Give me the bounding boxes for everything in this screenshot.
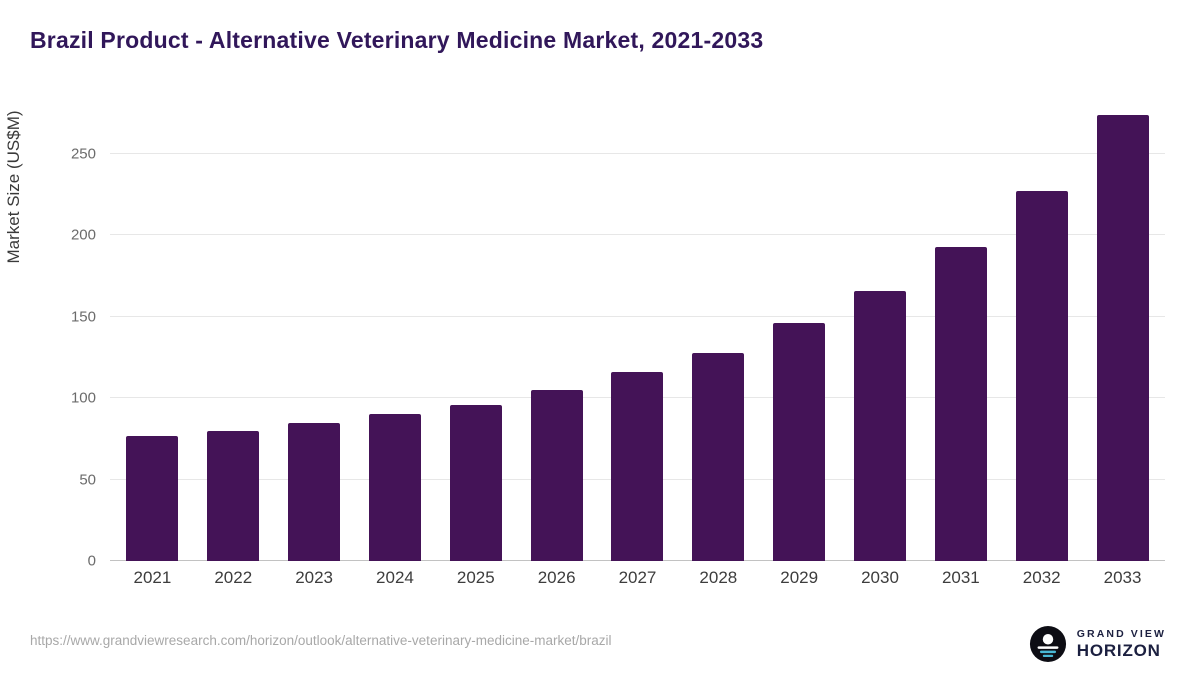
bar-slot: [516, 100, 597, 561]
bar-slot: [597, 100, 678, 561]
x-tick-label-2033: 2033: [1103, 568, 1142, 587]
x-tick-label-2026: 2026: [537, 568, 576, 587]
y-tick-label: 100: [70, 389, 96, 407]
y-tick-label: 0: [87, 552, 96, 570]
bar-2030: [854, 290, 907, 561]
bar-slot: [112, 100, 193, 561]
x-tick-label-2027: 2027: [618, 568, 657, 587]
bar-2023: [288, 422, 341, 561]
bar-slot: [1001, 100, 1082, 561]
x-tick-label-2022: 2022: [214, 568, 253, 587]
logo-text: GRAND VIEW HORIZON: [1077, 628, 1166, 661]
logo-horizon-label: HORIZON: [1076, 640, 1161, 660]
bar-2032: [1015, 191, 1068, 561]
x-tick-label-2030: 2030: [861, 568, 899, 587]
bar-slot: [840, 100, 921, 561]
bar-2033: [1096, 114, 1149, 561]
x-tick-label-2023: 2023: [295, 568, 334, 587]
bar-2031: [934, 246, 987, 561]
y-axis-title: Market Size (US$M): [4, 110, 23, 264]
bar-slot: [759, 100, 840, 561]
plot-area: 0 50 100 150 200 250: [71, 100, 1165, 570]
bar-slot: [1082, 100, 1163, 561]
x-axis-labels: 2021 2022 2023 2024 2025 2026 2027 2028 2029 2030…: [110, 568, 1165, 588]
bar-slot: [274, 100, 355, 561]
grand-view-horizon-logo: GRAND VIEW HORIZON: [1029, 625, 1166, 663]
bar-slot: [678, 100, 759, 561]
x-tick-label-2025: 2025: [456, 568, 495, 587]
gridline: [110, 315, 1165, 317]
bar-slot: [920, 100, 1001, 561]
chart-title: Brazil Product - Alternative Veterinary …: [30, 27, 764, 53]
x-tick-label-2032: 2032: [1022, 568, 1061, 587]
x-tick-label-2031: 2031: [941, 568, 980, 587]
bar-2026: [530, 389, 583, 561]
x-tick-label-2024: 2024: [376, 568, 414, 587]
y-tick-label: 250: [70, 145, 96, 163]
horizon-sunrise-icon: [1029, 625, 1066, 663]
bar-2028: [692, 352, 745, 561]
chart-footer: https://www.grandviewresearch.com/horizo…: [0, 613, 1200, 675]
bar-2021: [126, 435, 179, 561]
y-tick-label: 50: [79, 471, 96, 489]
gridline: [110, 234, 1165, 236]
logo-grand-view-label: GRAND VIEW: [1076, 627, 1166, 640]
gridline: [110, 152, 1165, 154]
x-tick-label-2021: 2021: [133, 568, 172, 587]
x-tick-label-2029: 2029: [780, 568, 819, 587]
bar-2025: [449, 404, 502, 561]
bars-container: [110, 100, 1165, 561]
bar-2027: [611, 372, 664, 561]
bar-2022: [207, 430, 260, 561]
y-tick-label: 150: [70, 308, 96, 326]
bar-2024: [368, 414, 421, 561]
y-tick-label: 200: [70, 226, 96, 244]
bar-slot: [435, 100, 516, 561]
x-tick-label-2028: 2028: [699, 568, 738, 587]
source-url: https://www.grandviewresearch.com/horizo…: [30, 633, 612, 648]
bar-slot: [355, 100, 436, 561]
bar-slot: [193, 100, 274, 561]
bar-2029: [773, 323, 826, 561]
